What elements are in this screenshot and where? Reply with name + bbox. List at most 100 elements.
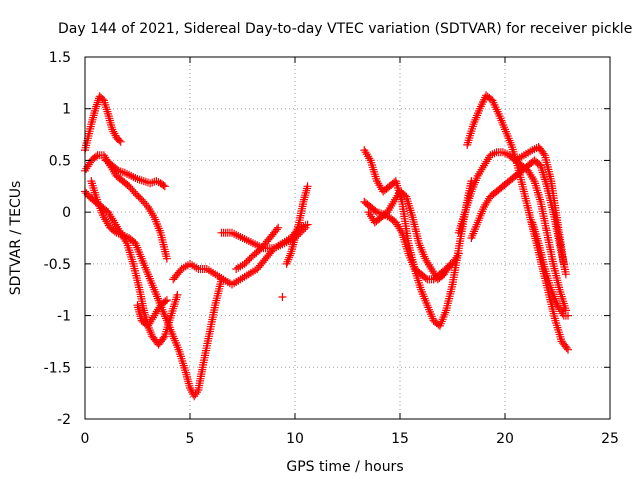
data-point-marker bbox=[393, 220, 402, 229]
data-point-marker bbox=[284, 255, 293, 264]
data-point-marker bbox=[144, 203, 152, 211]
series-10 bbox=[278, 293, 287, 301]
data-point-marker bbox=[371, 206, 380, 215]
data-point-marker bbox=[160, 182, 169, 191]
x-tick-label: 0 bbox=[81, 431, 90, 447]
data-point-marker bbox=[426, 263, 435, 271]
data-point-marker bbox=[141, 177, 150, 186]
x-tick-label: 25 bbox=[601, 431, 619, 447]
y-tick-label: -0.5 bbox=[44, 257, 71, 273]
series-0 bbox=[81, 92, 125, 155]
series-9 bbox=[282, 182, 312, 268]
y-tick-label: 0 bbox=[62, 205, 71, 221]
data-point-marker bbox=[490, 149, 499, 158]
data-points bbox=[81, 91, 572, 401]
data-point-marker bbox=[446, 259, 455, 268]
data-point-marker bbox=[477, 165, 486, 174]
y-tick-label: 0.5 bbox=[49, 153, 71, 169]
series-5 bbox=[133, 296, 171, 330]
data-point-marker bbox=[116, 137, 125, 146]
x-tick-label: 20 bbox=[496, 431, 514, 447]
data-point-marker bbox=[527, 173, 536, 181]
data-point-marker bbox=[445, 261, 454, 270]
data-point-marker bbox=[113, 165, 121, 174]
data-point-marker bbox=[99, 151, 108, 160]
data-point-marker bbox=[430, 269, 438, 278]
data-point-marker bbox=[387, 201, 396, 210]
series-18 bbox=[528, 218, 572, 320]
axes: 0 5 10 15 20 25 -2 -1.5 -1 -0.5 0 0.5 1 1.5 bbox=[44, 50, 619, 447]
y-tick-label: -1 bbox=[57, 309, 71, 325]
data-point-marker bbox=[162, 296, 171, 305]
plot-frame bbox=[84, 56, 611, 420]
chart-title: Day 144 of 2021, Sidereal Day-to-day VTE… bbox=[58, 21, 632, 37]
data-point-marker bbox=[173, 290, 182, 299]
data-point-marker bbox=[92, 100, 101, 109]
series-16 bbox=[467, 156, 570, 279]
x-axis-label: GPS time / hours bbox=[286, 459, 403, 475]
data-point-marker bbox=[115, 136, 124, 145]
y-tick-label: -2 bbox=[57, 412, 71, 428]
series-3 bbox=[87, 177, 226, 401]
data-point-marker bbox=[186, 384, 194, 392]
data-point-marker bbox=[110, 227, 119, 236]
x-tick-label: 5 bbox=[186, 431, 195, 447]
series-4 bbox=[102, 156, 169, 191]
data-point-marker bbox=[564, 345, 572, 354]
data-point-marker bbox=[482, 198, 491, 207]
data-point-marker bbox=[361, 148, 370, 157]
series-17 bbox=[511, 143, 568, 268]
data-point-marker bbox=[242, 258, 251, 267]
data-point-marker bbox=[111, 220, 120, 229]
data-point-marker bbox=[391, 195, 399, 204]
series-13 bbox=[364, 187, 455, 284]
data-point-marker bbox=[421, 274, 430, 283]
series-12 bbox=[360, 197, 463, 284]
data-point-marker bbox=[539, 149, 548, 158]
data-point-marker bbox=[159, 181, 168, 190]
data-point-marker bbox=[562, 344, 571, 352]
data-point-marker bbox=[561, 270, 570, 279]
data-point-marker bbox=[162, 254, 171, 263]
data-point-marker bbox=[145, 319, 154, 328]
data-point-marker bbox=[102, 217, 111, 226]
data-point-marker bbox=[365, 154, 374, 163]
data-point-marker bbox=[272, 225, 281, 234]
data-point-marker bbox=[367, 212, 375, 221]
x-tick-label: 10 bbox=[286, 431, 304, 447]
y-tick-label: -1.5 bbox=[44, 360, 71, 376]
data-point-marker bbox=[274, 223, 283, 232]
data-point-marker bbox=[244, 256, 252, 265]
data-point-marker bbox=[441, 268, 450, 277]
data-point-marker bbox=[422, 256, 431, 265]
data-point-marker bbox=[106, 212, 115, 221]
data-point-marker bbox=[481, 159, 490, 168]
y-tick-label: 1.5 bbox=[49, 50, 71, 66]
data-point-marker bbox=[139, 177, 148, 186]
data-point-marker bbox=[190, 392, 199, 401]
data-point-marker bbox=[556, 305, 564, 314]
y-tick-label: 1 bbox=[62, 102, 71, 118]
data-point-marker bbox=[92, 102, 101, 111]
data-point-marker bbox=[303, 182, 312, 191]
data-point-marker bbox=[152, 307, 161, 316]
data-point-marker bbox=[147, 209, 156, 218]
data-point-marker bbox=[240, 259, 249, 268]
series-8 bbox=[232, 223, 283, 273]
data-point-marker bbox=[564, 311, 572, 320]
data-point-marker bbox=[92, 152, 100, 161]
data-point-marker bbox=[149, 313, 157, 322]
data-point-marker bbox=[159, 333, 168, 342]
series-15 bbox=[454, 148, 570, 315]
data-point-marker bbox=[278, 293, 287, 301]
data-point-marker bbox=[301, 223, 310, 232]
data-point-marker bbox=[383, 208, 392, 217]
data-point-marker bbox=[451, 255, 459, 264]
data-point-marker bbox=[245, 254, 254, 263]
data-point-marker bbox=[396, 226, 405, 235]
data-point-marker bbox=[146, 179, 155, 188]
data-point-marker bbox=[473, 171, 482, 180]
x-tick-label: 15 bbox=[391, 431, 409, 447]
data-point-marker bbox=[559, 259, 568, 268]
